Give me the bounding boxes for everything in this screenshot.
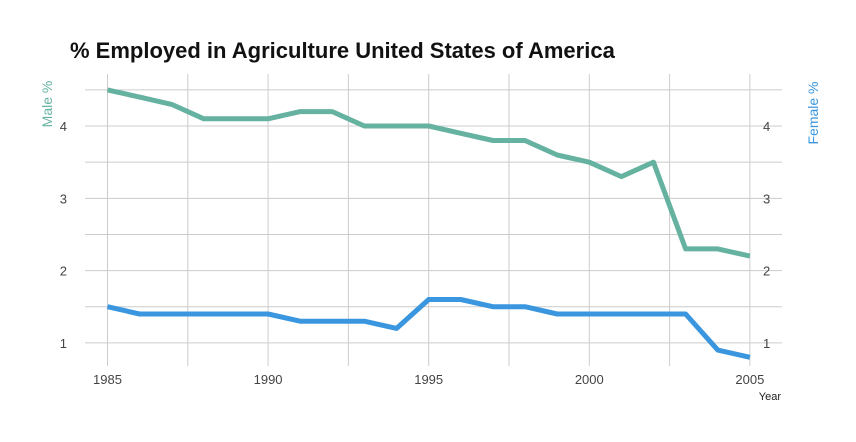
y-tick-label-right: 3 xyxy=(763,191,770,206)
y-tick-label-left: 3 xyxy=(60,191,67,206)
chart-title: % Employed in Agriculture United States … xyxy=(70,38,616,63)
grid xyxy=(85,74,782,366)
x-tick-label: 1995 xyxy=(414,372,443,387)
y-tick-label-left: 2 xyxy=(60,264,67,279)
series-line-female xyxy=(106,297,751,360)
y-tick-label-left: 4 xyxy=(60,119,67,134)
x-tick-label: 1990 xyxy=(254,372,283,387)
y-tick-label-right: 2 xyxy=(763,264,770,279)
series-line-male xyxy=(106,87,751,259)
x-axis-label: Year xyxy=(759,391,782,403)
y-axis-right-label: Female % xyxy=(805,81,821,144)
y-axis-left-label: Male % xyxy=(39,81,55,128)
y-tick-label-right: 1 xyxy=(763,336,770,351)
y-tick-label-left: 1 xyxy=(60,336,67,351)
y-axis-left-ticks: 1 2 3 4 xyxy=(60,119,67,351)
x-tick-label: 2000 xyxy=(575,372,604,387)
series-lines xyxy=(106,87,751,360)
x-axis-ticks: 1985 1990 1995 2000 2005 xyxy=(93,372,764,387)
y-tick-label-right: 4 xyxy=(763,119,770,134)
x-tick-label: 2005 xyxy=(735,372,764,387)
y-axis-right-ticks: 1 2 3 4 xyxy=(763,119,770,351)
x-tick-label: 1985 xyxy=(93,372,122,387)
